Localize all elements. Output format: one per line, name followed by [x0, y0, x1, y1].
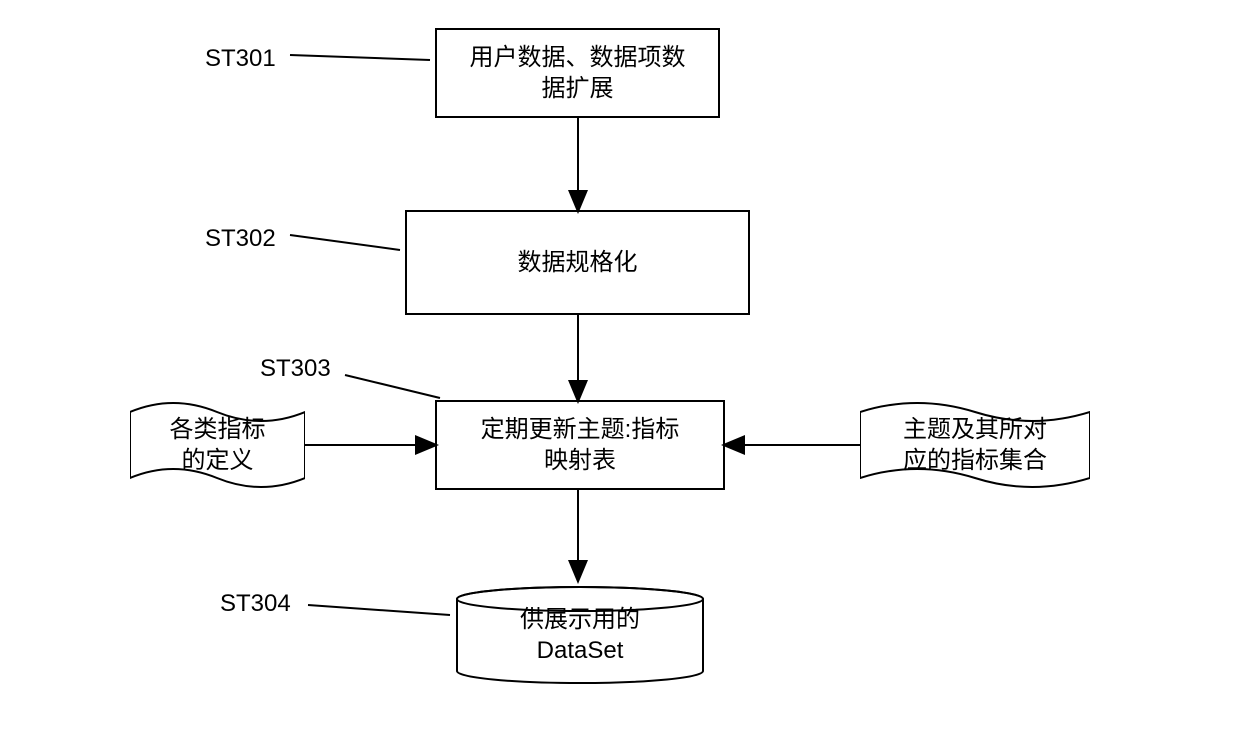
doc-left: 各类指标的定义 [130, 400, 305, 490]
cylinder-dataset: 供展示用的DataSet [455, 585, 705, 685]
leader-st304 [308, 605, 450, 615]
doc-right-text: 主题及其所对应的指标集合 [895, 406, 1055, 484]
flowchart-diagram: ST301 ST302 ST303 ST304 用户数据、数据项数据扩展 数据规… [0, 0, 1239, 729]
cylinder-text: 供展示用的DataSet [512, 596, 648, 674]
leader-st303 [345, 375, 440, 398]
doc-right: 主题及其所对应的指标集合 [860, 400, 1090, 490]
doc-left-text: 各类指标的定义 [162, 406, 274, 484]
leader-st302 [290, 235, 400, 250]
leader-st301 [290, 55, 430, 60]
